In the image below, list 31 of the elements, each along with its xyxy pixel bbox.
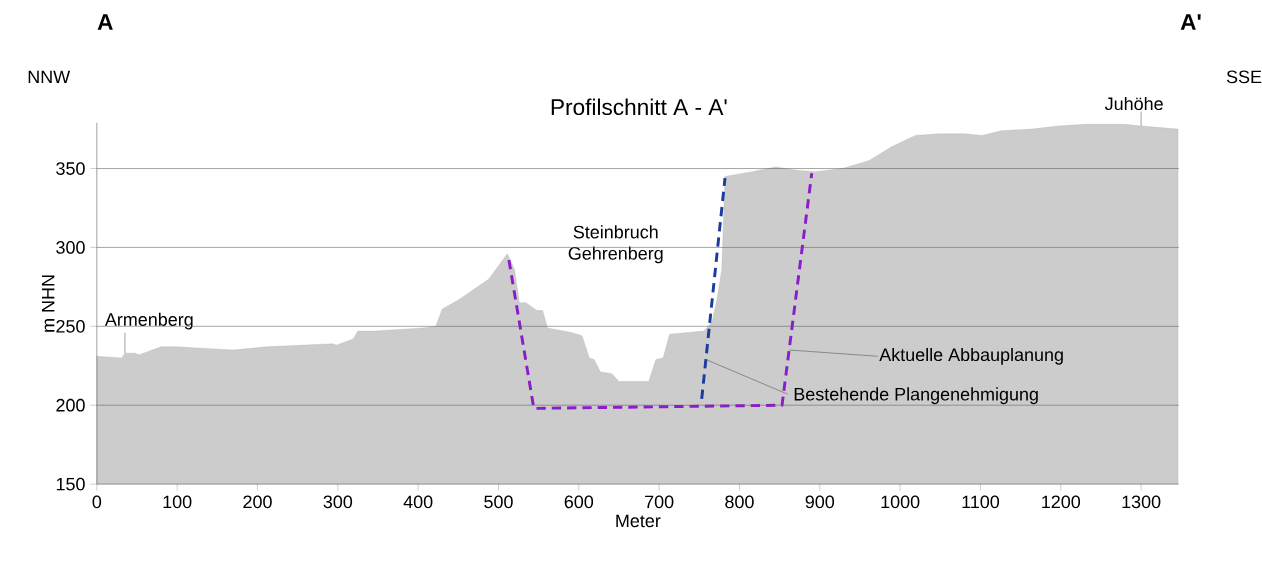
y-tick-label: 250: [56, 319, 85, 333]
x-axis-title: Meter: [616, 514, 661, 528]
x-tick-label: 500: [484, 495, 513, 509]
x-tick-label: 400: [403, 495, 433, 509]
chart-title: Profilschnitt A - A': [551, 98, 727, 116]
x-tick-label: 1300: [1122, 495, 1161, 509]
annotation: Juhöhe: [1104, 96, 1163, 111]
annotation: Aktuelle Abbauplanung: [879, 347, 1063, 365]
x-tick-label: 800: [725, 495, 754, 509]
x-tick-label: 900: [805, 495, 835, 509]
x-tick-label: 0: [92, 495, 102, 509]
y-tick-label: 300: [56, 241, 85, 254]
annotation: Armenberg: [104, 312, 193, 330]
x-tick-label: 1200: [1042, 495, 1081, 509]
annotation: Bestehende Plangenehmigung: [794, 387, 1038, 405]
text: SSE: [1226, 70, 1262, 84]
x-tick-label: 1100: [962, 495, 1000, 509]
text: A': [1180, 14, 1201, 30]
x-tick-label: 200: [243, 495, 272, 509]
x-tick-label: 1000: [881, 495, 920, 509]
x-tick-label: 700: [645, 495, 674, 509]
text: NNW: [28, 70, 71, 84]
y-tick-label: 350: [56, 162, 85, 175]
annotation: Steinbruch Gehrenberg: [568, 225, 663, 264]
x-tick-label: 100: [163, 495, 192, 509]
y-tick-label: 150: [56, 477, 85, 491]
y-tick-label: 200: [56, 398, 85, 412]
text: A: [97, 14, 113, 30]
y-axis-title: m NHN: [41, 275, 55, 332]
x-tick-label: 300: [323, 495, 353, 509]
x-tick-label: 600: [564, 495, 594, 509]
